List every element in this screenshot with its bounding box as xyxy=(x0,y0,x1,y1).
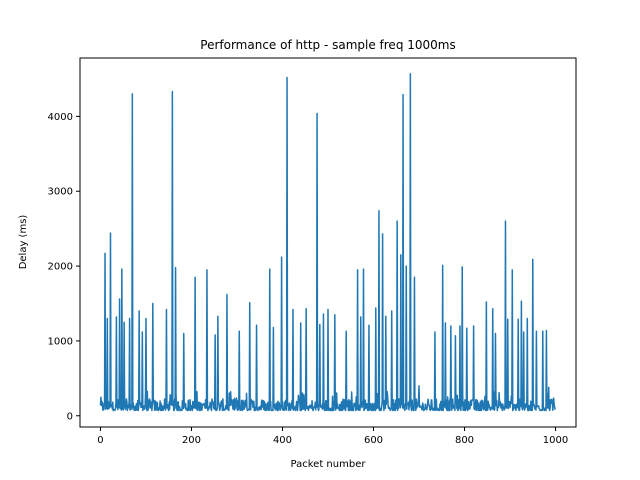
data-point-spike xyxy=(226,294,228,296)
data-point-spike xyxy=(548,386,550,388)
y-tick-label: 0 xyxy=(67,411,73,422)
data-point-spike xyxy=(535,330,537,332)
data-point-spike xyxy=(141,331,143,333)
data-point-spike xyxy=(152,303,154,305)
y-tick-label: 1000 xyxy=(48,336,73,347)
data-point-spike xyxy=(526,317,528,319)
data-point-spike xyxy=(517,318,519,320)
data-point-spike xyxy=(507,318,509,320)
data-point-spike xyxy=(119,298,121,300)
data-point-spike xyxy=(194,276,196,278)
data-point-spike xyxy=(444,322,446,324)
data-point-spike xyxy=(492,308,494,310)
data-point-spike xyxy=(316,112,318,114)
delay-series-line xyxy=(99,72,556,412)
data-point-spike xyxy=(281,256,283,258)
data-point-spike xyxy=(305,308,307,310)
x-tick-label: 1000 xyxy=(543,435,568,446)
data-point-spike xyxy=(368,324,370,326)
data-point-spike xyxy=(171,91,173,93)
plot-frame xyxy=(79,57,577,428)
data-point-spike xyxy=(129,317,131,319)
data-point-spike xyxy=(300,322,302,324)
data-point-spike xyxy=(409,73,411,75)
series-group xyxy=(99,72,556,412)
data-point-spike xyxy=(345,330,347,332)
data-point-spike xyxy=(523,331,525,333)
data-point-spike xyxy=(165,308,167,310)
data-point-spike xyxy=(106,317,108,319)
data-point-spike xyxy=(385,315,387,317)
data-point-spike xyxy=(461,266,463,268)
data-point-spike xyxy=(375,307,377,309)
y-tick-label: 2000 xyxy=(48,262,73,273)
data-point-spike xyxy=(109,232,111,234)
data-point-spike xyxy=(322,313,324,315)
data-point-spike xyxy=(485,301,487,303)
chart-title: Performance of http - sample freq 1000ms xyxy=(200,38,455,52)
x-tick-label: 0 xyxy=(97,435,103,446)
data-point-spike xyxy=(238,330,240,332)
data-point-spike xyxy=(542,330,544,332)
data-point-spike xyxy=(473,325,475,327)
x-tick-label: 200 xyxy=(182,435,201,446)
y-tick-label: 3000 xyxy=(48,187,73,198)
data-point-spike xyxy=(121,268,123,270)
data-point-spike xyxy=(413,276,415,278)
y-axis-title: Delay (ms) xyxy=(18,215,29,270)
data-point-spike xyxy=(249,302,251,304)
y-axis: 0 1000 2000 3000 4000 xyxy=(48,112,80,422)
data-point-spike xyxy=(454,335,456,337)
data-point-spike xyxy=(269,268,271,270)
data-point-spike xyxy=(520,300,522,302)
plot-area xyxy=(79,57,577,428)
data-point-spike xyxy=(319,323,321,325)
data-point-spike xyxy=(396,220,398,222)
data-point-spike xyxy=(131,93,133,95)
y-tick-label: 4000 xyxy=(48,112,73,123)
data-point-spike xyxy=(532,258,534,260)
data-point-spike xyxy=(272,326,274,328)
data-point-spike xyxy=(405,265,407,267)
data-point-spike xyxy=(442,264,444,266)
x-axis: 0 200 400 600 800 1000 xyxy=(97,427,568,446)
data-point-spike xyxy=(378,210,380,212)
data-point-spike xyxy=(511,269,513,271)
x-tick-label: 600 xyxy=(364,435,383,446)
data-point-spike xyxy=(466,327,468,329)
data-point-spike xyxy=(362,268,364,270)
data-point-spike xyxy=(494,332,496,334)
data-point-spike xyxy=(175,267,177,269)
data-point-spike xyxy=(327,308,329,310)
data-point-spike xyxy=(256,324,258,326)
x-tick-label: 800 xyxy=(455,435,474,446)
data-point-spike xyxy=(138,310,140,312)
data-point-spike xyxy=(402,94,404,96)
x-tick-label: 400 xyxy=(273,435,292,446)
data-point-spike xyxy=(434,331,436,333)
data-point-spike xyxy=(382,233,384,235)
data-point-spike xyxy=(400,254,402,256)
data-point-spike xyxy=(286,76,288,78)
data-point-spike xyxy=(123,321,125,323)
data-point-spike xyxy=(391,310,393,312)
data-point-spike xyxy=(145,317,147,319)
data-point-spike xyxy=(214,334,216,336)
data-point-spike xyxy=(450,325,452,327)
data-point-spike xyxy=(334,314,336,316)
data-point-spike xyxy=(183,332,185,334)
data-point-spike xyxy=(418,385,420,387)
data-point-spike xyxy=(545,329,547,331)
data-point-spike xyxy=(360,316,362,318)
data-point-spike xyxy=(206,269,208,271)
data-point-spike xyxy=(504,220,506,222)
data-point-spike xyxy=(459,325,461,327)
data-point-spike xyxy=(217,315,219,317)
data-point-spike xyxy=(115,316,117,318)
data-point-spike xyxy=(357,269,359,271)
x-axis-title: Packet number xyxy=(291,459,367,470)
data-point-spike xyxy=(104,252,106,254)
data-point-spike xyxy=(292,308,294,310)
